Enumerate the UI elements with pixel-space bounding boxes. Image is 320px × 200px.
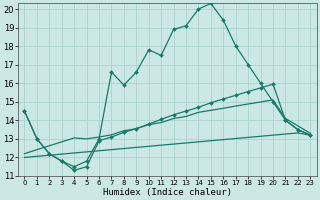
X-axis label: Humidex (Indice chaleur): Humidex (Indice chaleur) xyxy=(103,188,232,197)
